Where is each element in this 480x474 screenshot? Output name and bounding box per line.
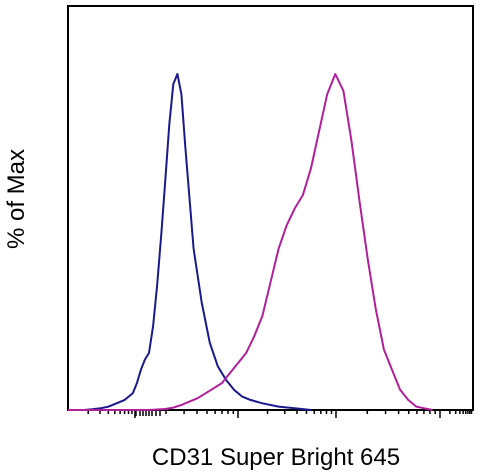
y-axis-label: % of Max [3, 149, 30, 249]
series-line-1 [68, 73, 312, 411]
x-axis-ticks [87, 410, 473, 418]
x-axis-label: CD31 Super Bright 645 [152, 444, 400, 471]
series-line-2 [68, 73, 433, 411]
series-layer [68, 73, 433, 411]
plot-frame [67, 5, 474, 411]
